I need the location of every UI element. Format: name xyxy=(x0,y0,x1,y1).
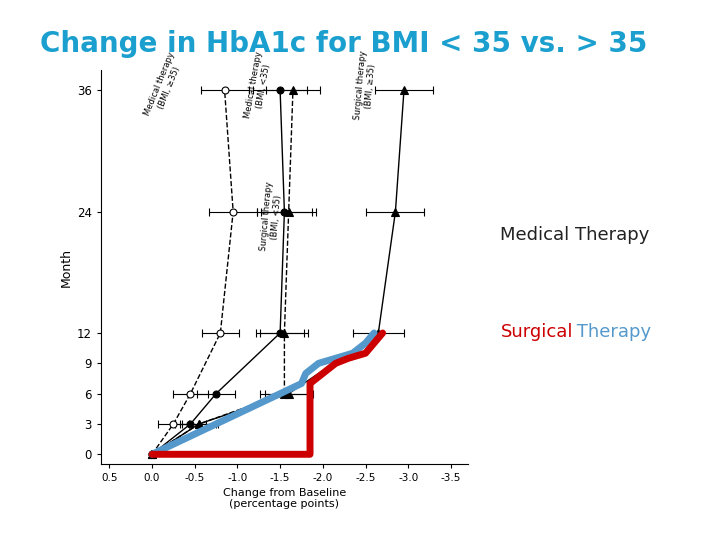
Text: Medical therapy
(BMI, ≥35): Medical therapy (BMI, ≥35) xyxy=(143,51,186,121)
X-axis label: Change from Baseline
(percentage points): Change from Baseline (percentage points) xyxy=(222,488,346,509)
Text: Surgical therapy
(BMI, <35): Surgical therapy (BMI, <35) xyxy=(259,181,284,252)
Text: Surgical therapy
(BMI, ≥35): Surgical therapy (BMI, ≥35) xyxy=(353,50,378,121)
Text: Medical Therapy: Medical Therapy xyxy=(500,226,649,244)
Y-axis label: Month: Month xyxy=(60,248,73,287)
Text: Medical therapy
(BMI, <35): Medical therapy (BMI, <35) xyxy=(243,51,274,121)
Text: Surgical: Surgical xyxy=(500,323,573,341)
Text: Change in HbA1c for BMI < 35 vs. > 35: Change in HbA1c for BMI < 35 vs. > 35 xyxy=(40,30,647,58)
Text: Therapy: Therapy xyxy=(571,323,651,341)
